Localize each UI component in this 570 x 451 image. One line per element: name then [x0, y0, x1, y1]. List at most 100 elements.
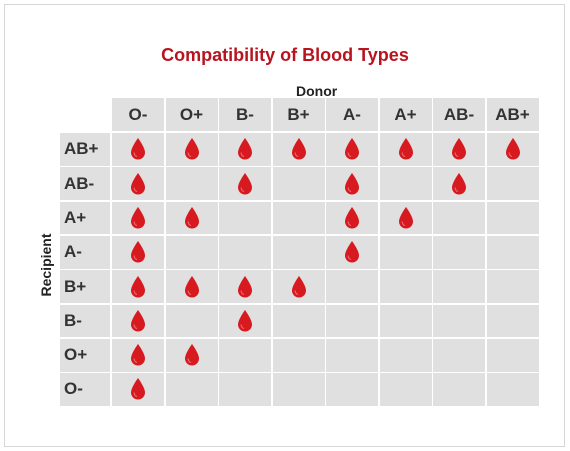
- blood-drop-icon: [131, 275, 145, 298]
- compat-cell-7-3: [272, 373, 325, 406]
- donor-header-1: O+: [165, 98, 218, 131]
- donor-header-4: A-: [326, 98, 378, 131]
- donor-header-label: AB+: [495, 104, 530, 124]
- compat-cell-1-6: [433, 167, 485, 201]
- compat-cell-3-5: [379, 235, 432, 269]
- compat-cell-2-2: [219, 201, 271, 235]
- compat-cell-0-4: [326, 133, 378, 166]
- compat-cell-6-0: [112, 338, 164, 372]
- donor-header-label: O-: [128, 104, 148, 124]
- donor-header-6: AB-: [433, 98, 485, 131]
- blood-drop-icon: [238, 172, 252, 195]
- donor-header-5: A+: [379, 98, 432, 131]
- blood-drop-icon: [238, 275, 252, 298]
- compat-cell-5-4: [326, 304, 378, 338]
- donor-header-label: A+: [394, 104, 417, 124]
- compat-cell-4-6: [433, 270, 485, 303]
- blood-drop-icon: [398, 138, 413, 160]
- compat-cell-6-6: [433, 338, 485, 372]
- recipient-header-7: O-: [60, 373, 110, 406]
- compat-cell-4-1: [165, 270, 218, 303]
- blood-drop-icon: [345, 138, 359, 160]
- compat-cell-2-3: [272, 201, 325, 235]
- compat-cell-4-5: [379, 270, 432, 303]
- compat-cell-5-5: [379, 304, 432, 338]
- donor-header-3: B+: [272, 98, 325, 131]
- donor-header-label: O+: [179, 104, 204, 124]
- compat-cell-6-7: [486, 338, 539, 372]
- blood-drop-icon: [131, 378, 145, 400]
- recipient-header-label: O-: [64, 379, 83, 399]
- compat-cell-0-1: [165, 133, 218, 166]
- compat-cell-0-2: [219, 133, 271, 166]
- blood-drop-icon: [131, 172, 145, 195]
- chart-title: Compatibility of Blood Types: [161, 45, 409, 65]
- blood-drop-icon: [291, 138, 306, 160]
- blood-drop-icon: [291, 275, 306, 298]
- compat-cell-7-0: [112, 373, 164, 406]
- compat-cell-6-2: [219, 338, 271, 372]
- blood-drop-icon: [184, 344, 199, 366]
- blood-drop-icon: [184, 138, 199, 160]
- compat-cell-4-2: [219, 270, 271, 303]
- blood-drop-icon: [131, 241, 145, 263]
- compat-cell-6-4: [326, 338, 378, 372]
- recipient-header-5: B-: [60, 304, 110, 338]
- compat-cell-1-2: [219, 167, 271, 201]
- blood-drop-icon: [184, 206, 199, 229]
- recipient-header-6: O+: [60, 338, 110, 372]
- compat-cell-2-4: [326, 201, 378, 235]
- compat-cell-0-6: [433, 133, 485, 166]
- donor-axis-label: Donor: [296, 83, 338, 99]
- donor-header-label: B-: [236, 104, 254, 124]
- compat-cell-7-6: [433, 373, 485, 406]
- blood-drop-icon: [238, 309, 252, 332]
- compat-cell-5-3: [272, 304, 325, 338]
- donor-header-label: B+: [287, 104, 310, 124]
- blood-drop-icon: [184, 275, 199, 298]
- compat-cell-7-5: [379, 373, 432, 406]
- compat-cell-5-0: [112, 304, 164, 338]
- recipient-header-1: AB-: [60, 167, 110, 201]
- compat-cell-1-0: [112, 167, 164, 201]
- compat-cell-2-1: [165, 201, 218, 235]
- blood-drop-icon: [131, 206, 145, 229]
- compat-cell-7-1: [165, 373, 218, 406]
- donor-header-7: AB+: [486, 98, 539, 131]
- compat-cell-7-2: [219, 373, 271, 406]
- recipient-header-label: B+: [64, 276, 87, 296]
- compat-cell-2-6: [433, 201, 485, 235]
- compat-cell-6-5: [379, 338, 432, 372]
- recipient-header-label: A+: [64, 207, 87, 227]
- blood-drop-icon: [398, 206, 413, 229]
- compat-cell-6-1: [165, 338, 218, 372]
- recipient-header-3: A-: [60, 235, 110, 269]
- recipient-header-label: AB-: [64, 173, 95, 193]
- recipient-header-label: O+: [64, 345, 88, 365]
- donor-header-0: O-: [112, 98, 164, 131]
- blood-drop-icon: [131, 309, 145, 332]
- compat-cell-4-0: [112, 270, 164, 303]
- compat-cell-5-2: [219, 304, 271, 338]
- compat-cell-0-5: [379, 133, 432, 166]
- compat-cell-3-6: [433, 235, 485, 269]
- compat-cell-3-4: [326, 235, 378, 269]
- blood-drop-icon: [505, 138, 520, 160]
- blood-drop-icon: [131, 138, 145, 160]
- compat-cell-2-5: [379, 201, 432, 235]
- donor-header-label: AB-: [443, 104, 475, 124]
- compat-cell-3-2: [219, 235, 271, 269]
- compat-cell-4-4: [326, 270, 378, 303]
- donor-header-label: A-: [343, 104, 361, 124]
- blood-drop-icon: [345, 172, 359, 195]
- blood-drop-icon: [345, 206, 359, 229]
- recipient-axis-label: Recipient: [38, 233, 54, 297]
- compat-cell-5-6: [433, 304, 485, 338]
- compat-cell-3-7: [486, 235, 539, 269]
- compat-cell-4-7: [486, 270, 539, 303]
- recipient-header-4: B+: [60, 270, 110, 303]
- compat-cell-1-5: [379, 167, 432, 201]
- compat-cell-2-0: [112, 201, 164, 235]
- recipient-header-0: AB+: [60, 133, 110, 166]
- donor-header-2: B-: [219, 98, 271, 131]
